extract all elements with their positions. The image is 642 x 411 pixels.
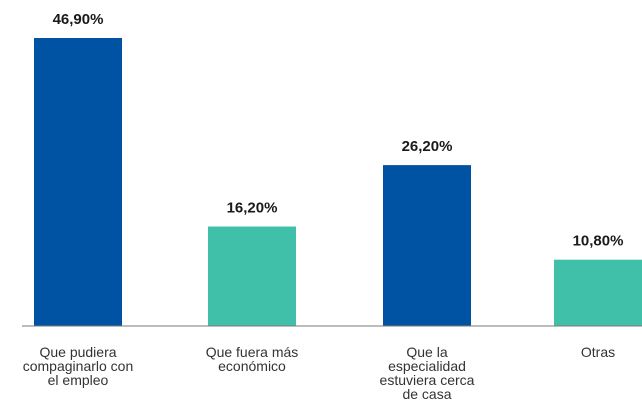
category-label-2: Que fuera más económico [206,344,299,374]
bar-1 [34,38,122,326]
value-label-3: 26,20% [402,138,453,155]
category-label-3: Que la especialidad estuviera cerca de casa [380,344,475,402]
bars-layer [34,38,642,326]
value-label-1: 46,90% [53,11,104,28]
category-label-2-line-2: económico [218,358,286,374]
category-label-3-line-2: especialidad [388,358,466,374]
category-labels-layer: Que pudiera compaginarlo con el empleoQue … [23,344,615,402]
category-label-2-line-1: Que fuera más [206,344,299,360]
value-label-2: 16,20% [227,200,278,217]
category-label-4-line-1: Otras [581,344,615,360]
category-label-3-line-4: de casa [402,386,451,402]
category-label-4: Otras [581,344,615,360]
category-label-1-line-1: Que pudiera [39,344,116,360]
category-label-3-line-1: Que la [406,344,447,360]
value-labels-layer: 46,90% 16,20% 26,20% 10,80% [53,11,624,250]
category-label-3-line-3: estuviera cerca [380,372,475,388]
bar-3 [383,165,471,326]
category-label-1-line-2: compaginarlo con [23,358,134,374]
category-label-1: Que pudiera compaginarlo con el empleo [23,344,134,388]
value-label-4: 10,80% [573,233,624,250]
bar-2 [208,226,296,326]
category-label-1-line-3: el empleo [48,372,109,388]
bar-4 [554,259,642,326]
